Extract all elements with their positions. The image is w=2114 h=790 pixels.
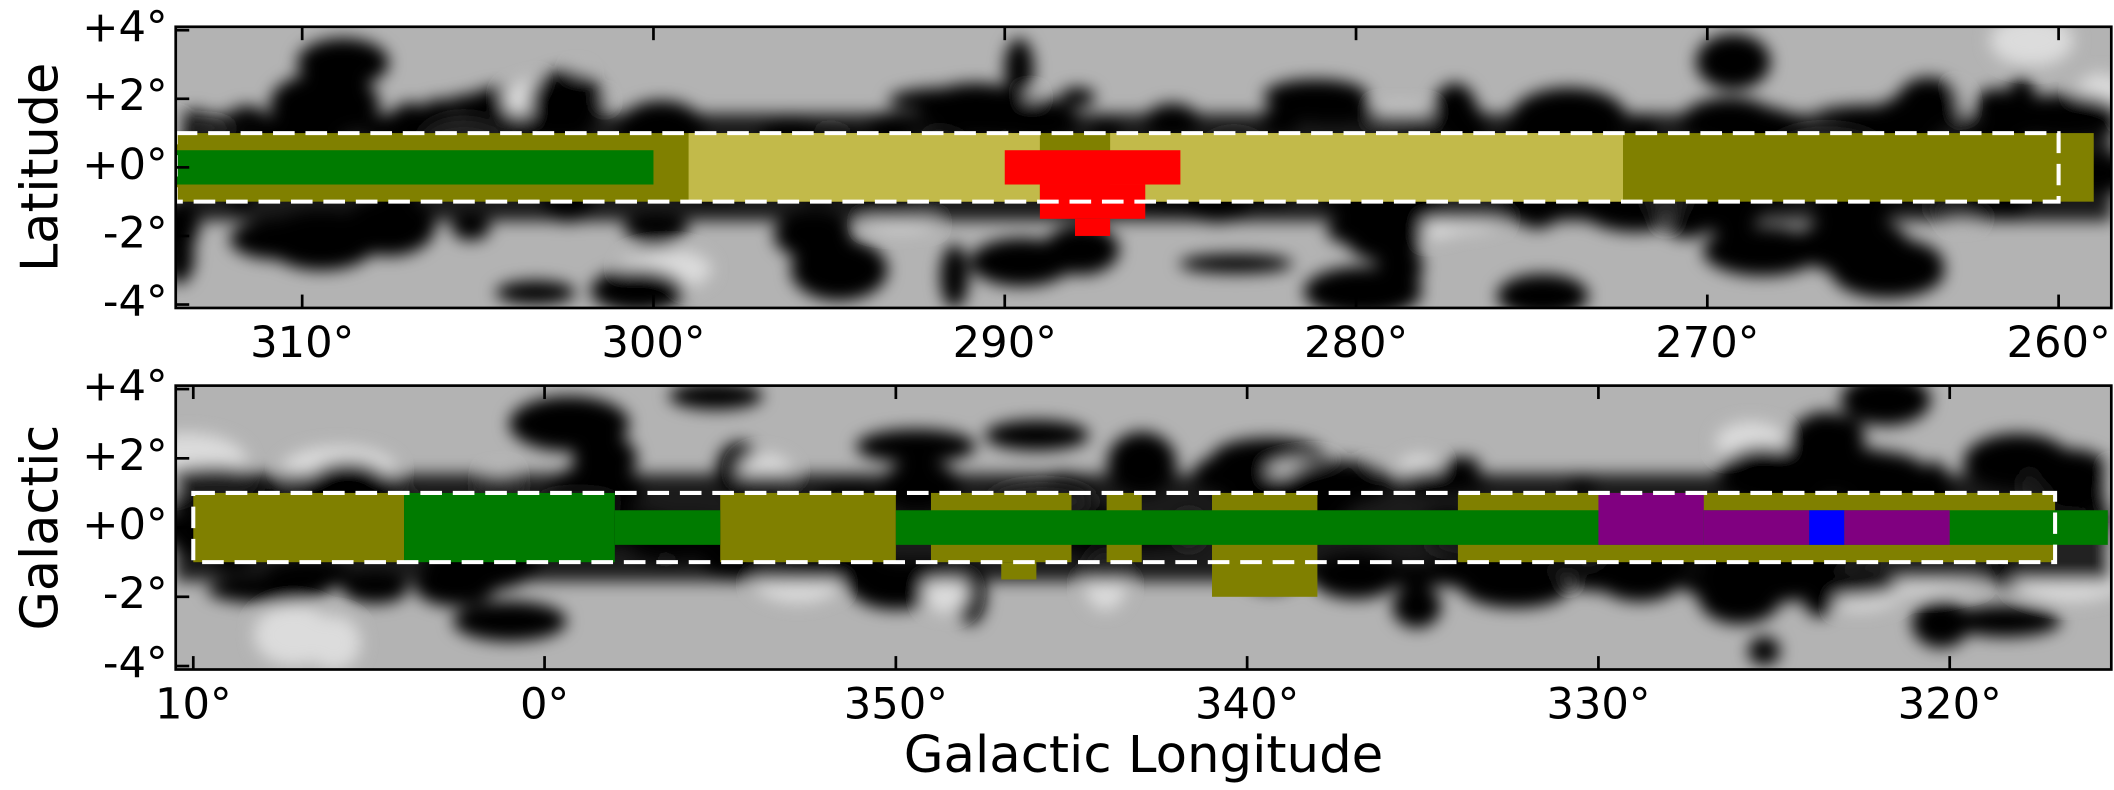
dust-cloud <box>1178 254 1293 274</box>
dust-cloud <box>572 434 637 484</box>
dust-cloud <box>668 385 763 410</box>
y-tick-label: +2° <box>82 431 167 481</box>
dust-cloud <box>1703 226 1822 276</box>
y-tick-label: +2° <box>82 71 167 121</box>
dust-cloud <box>1392 585 1441 628</box>
x-tick-label: 350° <box>844 680 948 730</box>
x-tick-label: 340° <box>1195 680 1299 730</box>
dust-cloud <box>1911 598 1971 648</box>
y-tick-label: +4° <box>82 3 167 53</box>
dust-cloud <box>264 210 379 271</box>
dust-cloud <box>888 87 1001 113</box>
x-tick-label: 310° <box>250 318 354 368</box>
dust-cloud <box>1004 38 1034 99</box>
y-axis-label: Galactic <box>11 425 70 631</box>
dust-cloud <box>590 268 686 308</box>
dust-cloud <box>856 429 976 464</box>
x-tick-label: 320° <box>1898 680 2002 730</box>
y-tick-label: +4° <box>82 362 167 412</box>
y-tick-label: -4° <box>103 639 168 689</box>
dust-cloud <box>1796 216 1909 274</box>
y-axis-label: Latitude <box>11 63 70 272</box>
region <box>720 492 896 563</box>
dust-cloud <box>1497 274 1589 308</box>
plot-area <box>175 26 2112 308</box>
y-tick-label: -2° <box>103 209 168 259</box>
dust-cloud <box>1026 238 1115 274</box>
dust-cloud <box>1798 413 1865 454</box>
dust-cloud <box>495 280 576 305</box>
x-tick-label: 300° <box>601 318 705 368</box>
region <box>688 133 1040 202</box>
dust-cloud <box>1303 266 1422 308</box>
dust-cloud <box>1974 88 2018 123</box>
x-axis-label: Galactic Longitude <box>904 726 1384 785</box>
region <box>404 492 615 563</box>
dust-cloud <box>1748 636 1781 666</box>
dust-cloud <box>444 94 507 115</box>
dust-cloud <box>207 577 329 604</box>
dust-cloud <box>1949 605 2061 637</box>
dust-cloud <box>307 615 361 670</box>
dust-cloud <box>623 214 689 242</box>
dust-cloud <box>175 230 195 284</box>
plot-area <box>175 385 2112 670</box>
dust-cloud <box>984 420 1089 451</box>
region <box>614 510 721 545</box>
dust-cloud <box>1840 385 1931 426</box>
region <box>175 150 654 185</box>
dust-cloud <box>923 572 968 613</box>
region <box>1110 133 1624 202</box>
x-tick-label: 0° <box>520 680 569 730</box>
y-tick-label: -4° <box>103 277 168 327</box>
region <box>1844 510 1950 545</box>
x-tick-label: 260° <box>2007 318 2111 368</box>
dust-cloud <box>297 38 389 88</box>
dust-cloud <box>940 244 969 308</box>
x-tick-label: 330° <box>1546 680 1650 730</box>
dust-cloud <box>790 238 888 301</box>
region <box>1598 492 1704 545</box>
x-tick-label: 290° <box>953 318 1057 368</box>
y-tick-label: +0° <box>82 500 167 550</box>
x-tick-label: 270° <box>1655 318 1759 368</box>
survey-box <box>175 131 2061 204</box>
dust-cloud <box>452 601 567 642</box>
y-tick-label: -2° <box>103 569 168 619</box>
y-tick-label: +0° <box>82 140 167 190</box>
dust-cloud <box>1059 87 1096 107</box>
region <box>193 492 405 563</box>
x-tick-label: 280° <box>1304 318 1408 368</box>
dust-cloud <box>1696 33 1771 90</box>
region <box>1075 218 1111 236</box>
region <box>1703 510 1810 545</box>
survey-box <box>191 490 2058 565</box>
dust-cloud <box>1989 26 2074 67</box>
region <box>1004 150 1181 185</box>
region <box>1001 562 1037 580</box>
x-tick-label: 10° <box>155 680 232 730</box>
region <box>1809 510 1845 545</box>
